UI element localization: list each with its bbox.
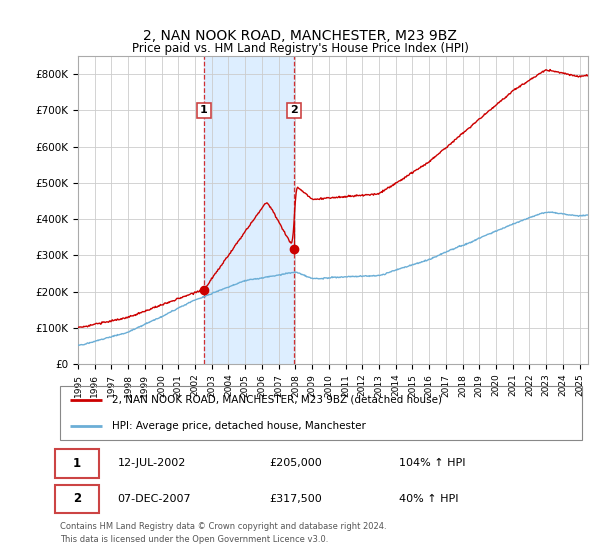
Text: £205,000: £205,000 [269,459,322,468]
Text: 12-JUL-2002: 12-JUL-2002 [118,459,186,468]
Text: Contains HM Land Registry data © Crown copyright and database right 2024.
This d: Contains HM Land Registry data © Crown c… [60,522,386,544]
Text: 40% ↑ HPI: 40% ↑ HPI [400,494,459,503]
Text: £317,500: £317,500 [269,494,322,503]
FancyBboxPatch shape [55,449,99,478]
FancyBboxPatch shape [55,484,99,513]
Text: 104% ↑ HPI: 104% ↑ HPI [400,459,466,468]
Text: HPI: Average price, detached house, Manchester: HPI: Average price, detached house, Manc… [112,421,366,431]
Text: 2: 2 [73,492,81,505]
Text: Price paid vs. HM Land Registry's House Price Index (HPI): Price paid vs. HM Land Registry's House … [131,42,469,55]
Text: 2, NAN NOOK ROAD, MANCHESTER, M23 9BZ (detached house): 2, NAN NOOK ROAD, MANCHESTER, M23 9BZ (d… [112,395,442,405]
Text: 1: 1 [200,105,208,115]
Text: 07-DEC-2007: 07-DEC-2007 [118,494,191,503]
Bar [204,56,294,364]
Text: 2: 2 [290,105,298,115]
Text: 1: 1 [73,457,81,470]
Text: 2, NAN NOOK ROAD, MANCHESTER, M23 9BZ: 2, NAN NOOK ROAD, MANCHESTER, M23 9BZ [143,29,457,44]
